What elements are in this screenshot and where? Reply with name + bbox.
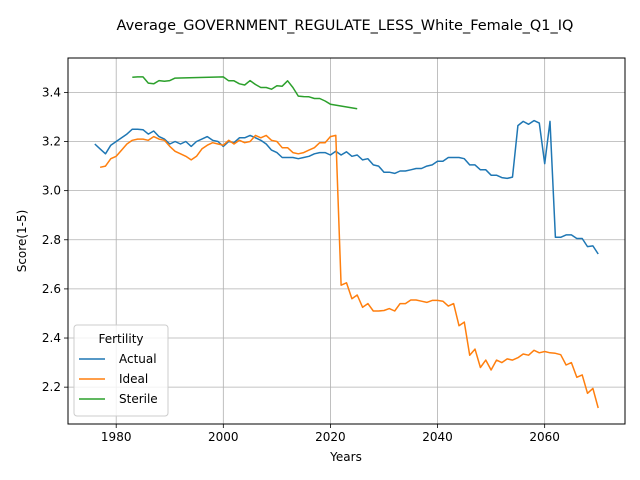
series-line-ideal bbox=[99, 134, 599, 409]
legend-title: Fertility bbox=[98, 332, 143, 346]
legend: Fertility Actual Ideal Sterile bbox=[73, 324, 169, 417]
x-tick-label: 2000 bbox=[208, 430, 239, 444]
y-tick-label: 2.4 bbox=[42, 331, 61, 345]
y-tick-label: 2.6 bbox=[42, 282, 61, 296]
x-axis-label: Years bbox=[329, 450, 362, 464]
series-line-sterile bbox=[132, 76, 358, 110]
legend-label-actual: Actual bbox=[119, 352, 157, 366]
x-tick-label: 2060 bbox=[529, 430, 560, 444]
y-tick-label: 2.2 bbox=[42, 380, 61, 394]
legend-items: Actual Ideal Sterile bbox=[79, 352, 158, 406]
legend-label-ideal: Ideal bbox=[119, 372, 148, 386]
series-lines bbox=[94, 76, 599, 409]
legend-label-sterile: Sterile bbox=[119, 392, 158, 406]
plot-area-frame bbox=[67, 57, 626, 425]
y-tick-label: 3.0 bbox=[42, 184, 61, 198]
series-line-actual bbox=[94, 119, 599, 255]
y-tick-label: 3.2 bbox=[42, 135, 61, 149]
y-axis-ticks: 2.2 2.4 2.6 2.8 3.0 3.2 3.4 bbox=[42, 85, 68, 394]
chart-title: Average_GOVERNMENT_REGULATE_LESS_White_F… bbox=[117, 18, 574, 34]
x-axis-ticks: 1980 2000 2020 2040 2060 bbox=[101, 424, 560, 444]
grid-lines bbox=[68, 58, 625, 424]
x-tick-label: 1980 bbox=[101, 430, 132, 444]
x-tick-label: 2040 bbox=[422, 430, 453, 444]
x-tick-label: 2020 bbox=[315, 430, 346, 444]
y-tick-label: 3.4 bbox=[42, 85, 61, 99]
legend-frame bbox=[73, 324, 169, 417]
y-tick-label: 2.8 bbox=[42, 233, 61, 247]
y-axis-label: Score(1-5) bbox=[15, 210, 29, 273]
